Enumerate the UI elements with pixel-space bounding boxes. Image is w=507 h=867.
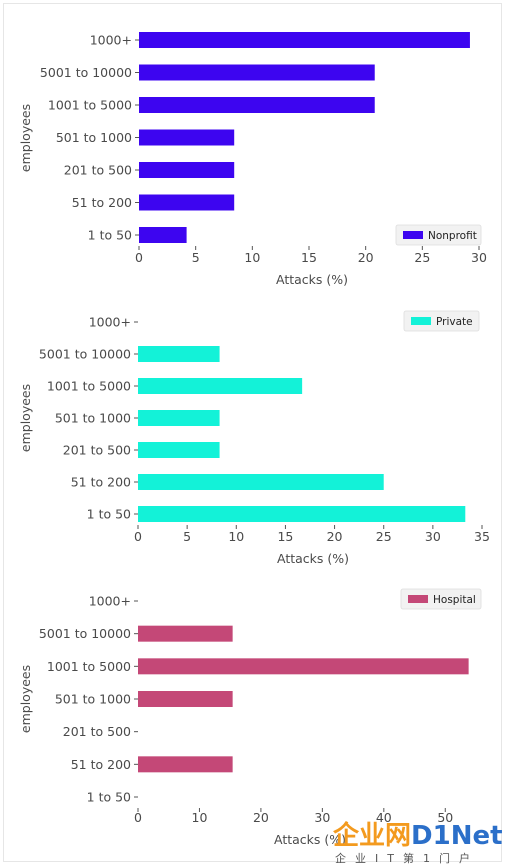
- x-tick-label: 15: [277, 529, 293, 544]
- y-tick-label: 5001 to 10000: [40, 65, 132, 80]
- y-tick-label: 201 to 500: [64, 163, 132, 178]
- x-tick-label: 10: [228, 529, 244, 544]
- bar: [139, 64, 375, 81]
- y-tick-label: 5001 to 10000: [39, 347, 131, 362]
- x-tick-label: 20: [253, 810, 269, 825]
- y-tick-label: 1001 to 5000: [47, 379, 131, 394]
- watermark-part-b: D1Net: [411, 821, 503, 851]
- bar: [138, 346, 220, 362]
- y-tick-label: 1 to 50: [87, 507, 131, 522]
- y-tick-label: 1000+: [89, 594, 131, 609]
- legend-swatch: [411, 317, 431, 325]
- y-axis-label: employees: [18, 384, 33, 452]
- y-tick-label: 201 to 500: [63, 724, 131, 739]
- bar: [139, 194, 235, 211]
- watermark-part-a: 企业网: [333, 821, 412, 851]
- watermark-logo: 企业网D1Net 企业IT第1门户: [333, 821, 503, 865]
- x-tick-label: 5: [192, 250, 200, 265]
- x-tick-label: 0: [134, 529, 142, 544]
- bar: [138, 378, 303, 394]
- legend-label: Nonprofit: [428, 230, 477, 242]
- y-tick-label: 1001 to 5000: [47, 659, 131, 674]
- y-tick-label: 1 to 50: [87, 790, 131, 805]
- x-tick-label: 20: [327, 529, 343, 544]
- y-tick-label: 1 to 50: [88, 228, 132, 243]
- bar: [138, 691, 233, 707]
- y-tick-label: 5001 to 10000: [39, 626, 131, 641]
- x-tick-label: 20: [358, 250, 374, 265]
- x-tick-label: 50: [437, 810, 453, 825]
- x-axis-label: Attacks (%): [276, 272, 348, 287]
- watermark-subtitle: 企业IT第1门户: [335, 852, 479, 865]
- y-tick-label: 1000+: [89, 315, 131, 330]
- x-tick-label: 0: [135, 250, 143, 265]
- x-axis-label: Attacks (%): [277, 551, 349, 566]
- y-axis-label: employees: [18, 665, 33, 733]
- x-tick-label: 10: [244, 250, 260, 265]
- bar: [138, 658, 469, 675]
- x-tick-label: 15: [301, 250, 317, 265]
- legend-swatch: [403, 231, 423, 239]
- legend-label: Hospital: [433, 594, 476, 606]
- x-axis-label: Attacks (%): [274, 832, 346, 847]
- legend-box: [403, 310, 480, 332]
- bar: [139, 162, 235, 178]
- bar: [138, 474, 384, 490]
- y-tick-label: 1001 to 5000: [48, 98, 132, 113]
- x-tick-label: 30: [425, 529, 441, 544]
- x-tick-label: 25: [376, 529, 392, 544]
- x-tick-label: 0: [134, 810, 142, 825]
- y-tick-label: 51 to 200: [71, 757, 131, 772]
- y-tick-label: 201 to 500: [63, 443, 131, 458]
- legend-box: [400, 588, 482, 610]
- y-tick-label: 1000+: [90, 33, 132, 48]
- x-tick-label: 5: [183, 529, 191, 544]
- y-tick-label: 51 to 200: [71, 475, 131, 490]
- bar: [138, 410, 220, 426]
- legend-box: [395, 224, 482, 246]
- y-tick-label: 501 to 1000: [56, 130, 132, 145]
- y-tick-label: 501 to 1000: [55, 411, 131, 426]
- figure-frame: 1 to 50 51 to 200 201 to 500 501 to 1000 100…: [3, 3, 502, 862]
- x-tick-label: 35: [474, 529, 490, 544]
- bar: [138, 442, 220, 458]
- y-tick-label: 501 to 1000: [55, 692, 131, 707]
- bar: [139, 97, 375, 113]
- x-tick-label: 10: [192, 810, 208, 825]
- bar: [139, 32, 470, 48]
- bar: [139, 227, 187, 243]
- legend-label: Private: [436, 316, 473, 328]
- bar: [138, 506, 466, 522]
- x-tick-label: 30: [314, 810, 330, 825]
- x-tick-label: 40: [376, 810, 392, 825]
- bar: [138, 625, 233, 642]
- y-tick-label: 51 to 200: [72, 195, 132, 210]
- legend-swatch: [408, 595, 428, 603]
- bar: [139, 129, 235, 146]
- x-tick-label: 25: [414, 250, 430, 265]
- watermark-title: 企业网D1Net: [333, 821, 503, 851]
- x-tick-label: 30: [471, 250, 487, 265]
- bar: [138, 756, 233, 773]
- y-axis-label: employees: [18, 104, 33, 172]
